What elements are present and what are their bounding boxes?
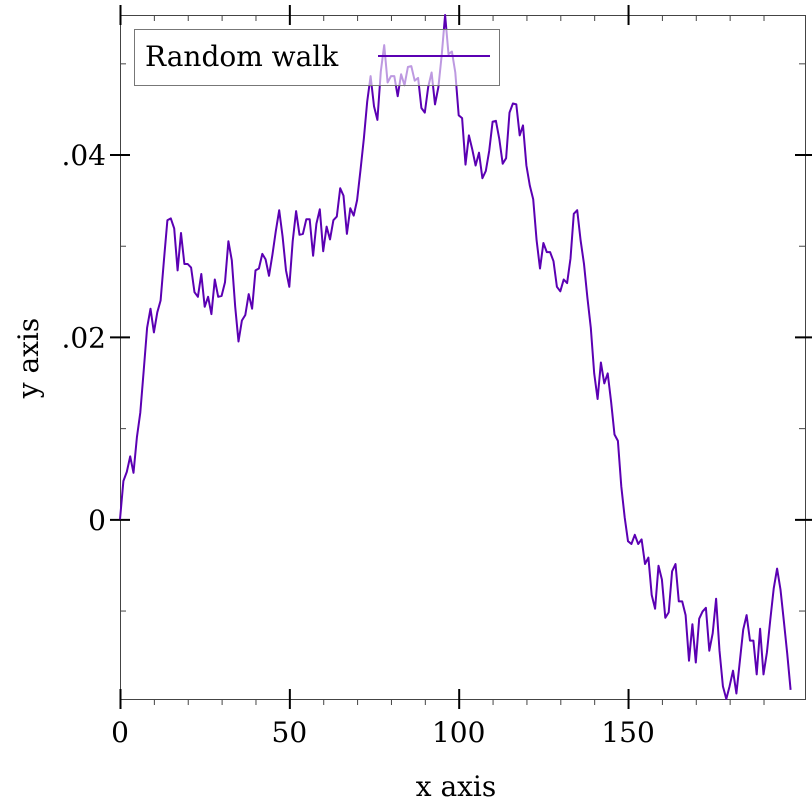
x-tick-label: 100: [432, 716, 485, 749]
y-tick-label: 0: [88, 504, 106, 537]
legend-label: Random walk: [145, 40, 339, 73]
legend-box: [134, 29, 500, 86]
series-layer: [119, 14, 792, 700]
legend: Random walk: [134, 29, 500, 86]
y-axis-label: y axis: [12, 318, 45, 400]
x-axis-ticks: 0 50 100 150: [111, 5, 765, 749]
plot-frame: [120, 15, 806, 700]
y-tick-label: .04: [61, 139, 106, 172]
x-tick-label: 0: [111, 716, 129, 749]
x-axis-label: x axis: [416, 770, 497, 803]
y-tick-label: .02: [61, 321, 106, 354]
y-axis-ticks: 0 .02 .04: [61, 63, 812, 612]
random-walk-line: [119, 14, 792, 700]
x-tick-label: 50: [272, 716, 308, 749]
x-tick-label: 150: [601, 716, 654, 749]
